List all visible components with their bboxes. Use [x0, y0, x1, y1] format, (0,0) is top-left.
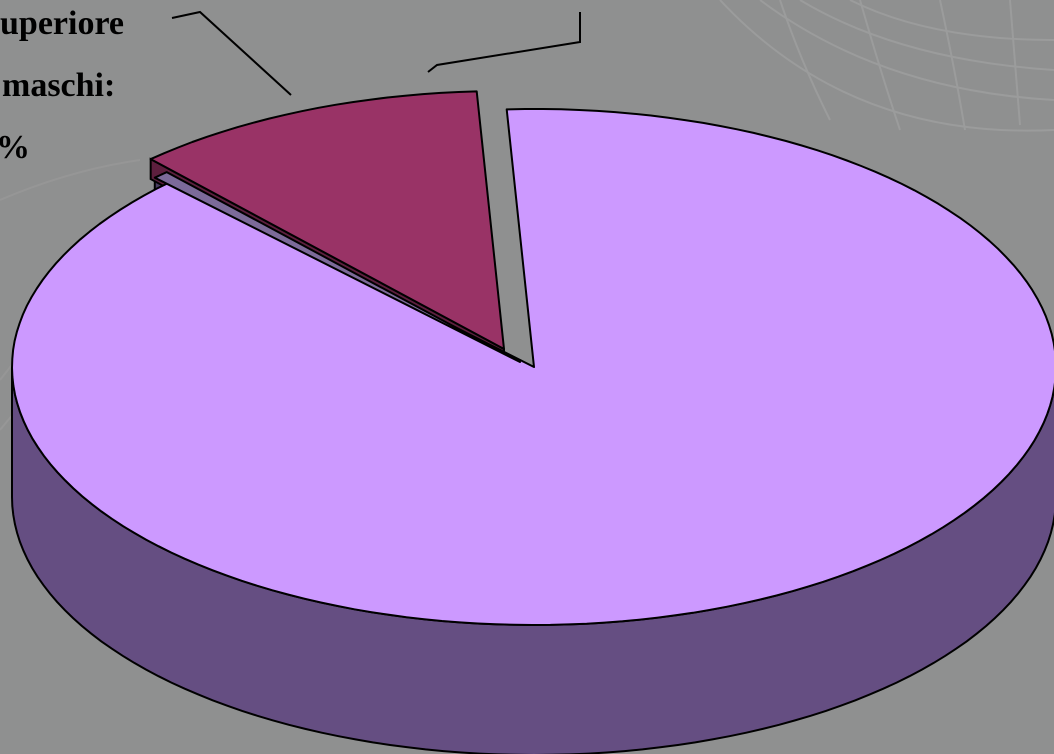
slice-label-line-2: maschi:	[2, 67, 115, 104]
pie-slice-1	[153, 171, 521, 363]
slice-label-line-3: %	[0, 129, 30, 166]
slice-label-line-1: uperiore	[0, 5, 124, 42]
leader-lines	[171, 10, 581, 96]
pie-slice-0	[11, 108, 1054, 626]
pie-slices	[11, 90, 1054, 754]
pie-slice-2	[149, 90, 505, 350]
leader-line-red	[171, 10, 292, 96]
leader-line-thin	[427, 12, 581, 73]
